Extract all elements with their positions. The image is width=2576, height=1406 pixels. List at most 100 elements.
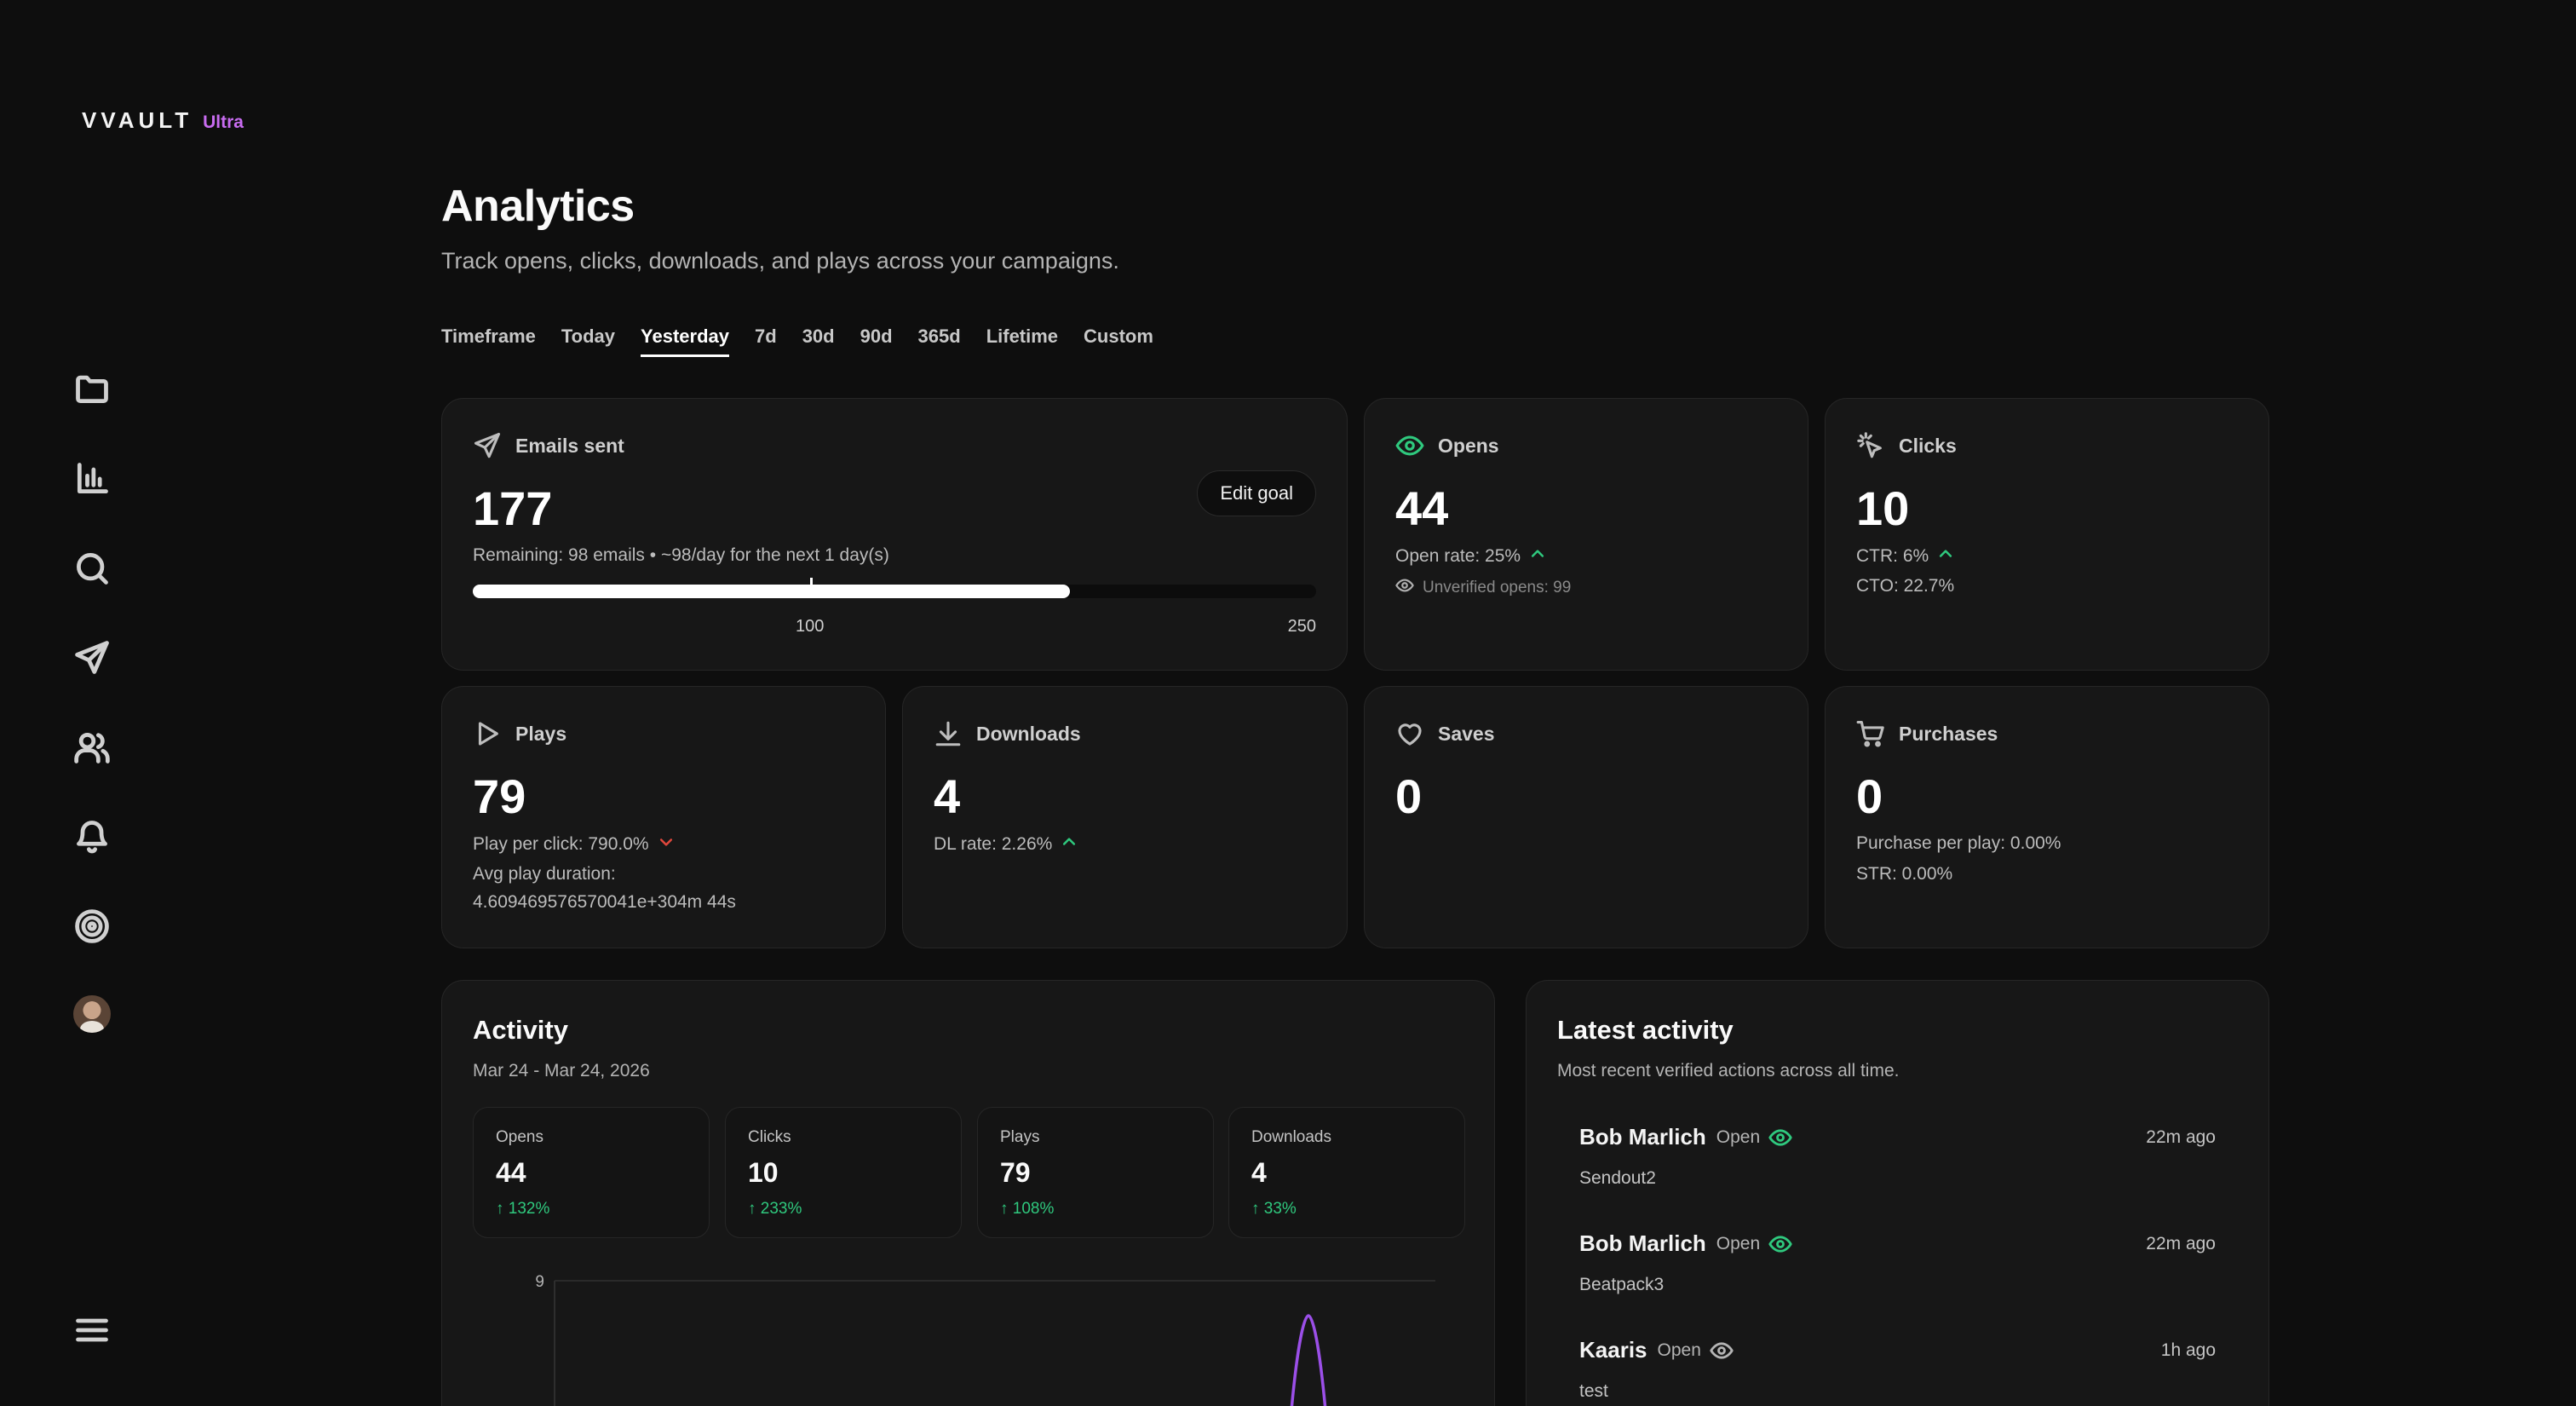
chevron-up-icon: [1937, 545, 1954, 568]
tab-365d[interactable]: 365d: [917, 326, 961, 347]
contact-name: Bob Marlich: [1579, 1230, 1706, 1256]
activity-chart: 9: [535, 1273, 1435, 1406]
chart-series-line: [1290, 1314, 1327, 1406]
goal-progress-bar: [473, 578, 1316, 598]
activity-date-range: Mar 24 - Mar 24, 2026: [473, 1061, 650, 1080]
latest-activity-panel: Latest activity Most recent verified act…: [1526, 980, 2269, 1406]
avatar[interactable]: [73, 995, 111, 1033]
tab-yesterday[interactable]: Yesterday: [641, 326, 729, 357]
dl-rate-line: DL rate: 2.26%: [934, 833, 1078, 856]
emails-sent-card: Emails sent 177 Edit goal Remaining: 98 …: [441, 398, 1348, 671]
menu-icon[interactable]: [72, 1310, 112, 1351]
purchases-label: Purchases: [1899, 722, 1998, 745]
purchase-per-play-text: Purchase per play: 0.00%: [1856, 833, 2061, 853]
list-item[interactable]: Bob Marlich Open 22m ago Beatpack3: [1579, 1230, 2216, 1294]
activity-panel: Activity Mar 24 - Mar 24, 2026 Opens 44 …: [441, 980, 1495, 1406]
opens-value: 44: [1395, 481, 1449, 535]
eye-icon: [1768, 1232, 1792, 1256]
avg-play-duration-value: 4.609469576570041e+304m 44s: [473, 892, 736, 912]
activity-title: Activity: [473, 1015, 568, 1045]
metric-label: Clicks: [748, 1128, 791, 1146]
emails-sent-header: Emails sent: [473, 431, 624, 460]
send-icon[interactable]: [72, 637, 112, 678]
bell-icon[interactable]: [72, 816, 112, 857]
opens-card: Opens 44 Open rate: 25% Unverified opens…: [1364, 398, 1808, 671]
edit-goal-button[interactable]: Edit goal: [1197, 470, 1316, 516]
activity-metric-clicks: Clicks 10 ↑ 233%: [725, 1107, 962, 1238]
timeframe-tabs: Timeframe Today Yesterday 7d 30d 90d 365…: [441, 326, 1179, 357]
tab-lifetime[interactable]: Lifetime: [986, 326, 1059, 347]
open-rate-text: Open rate: 25%: [1395, 546, 1521, 566]
downloads-value: 4: [934, 769, 961, 823]
emails-sent-value: 177: [473, 481, 553, 535]
list-item[interactable]: Bob Marlich Open 22m ago Sendout2: [1579, 1124, 2216, 1188]
metric-delta: ↑ 33%: [1251, 1200, 1297, 1218]
plays-card: Plays 79 Play per click: 790.0% Avg play…: [441, 686, 886, 948]
saves-card: Saves 0: [1364, 686, 1808, 948]
metric-value: 44: [496, 1157, 526, 1188]
search-icon[interactable]: [72, 548, 112, 589]
str-text: STR: 0.00%: [1856, 864, 1953, 884]
activity-action: Open: [1657, 1340, 1701, 1360]
tab-7d[interactable]: 7d: [755, 326, 777, 347]
progress-marker-label: 100: [796, 617, 825, 636]
plays-header: Plays: [473, 719, 566, 748]
activity-row-header: Kaaris Open: [1579, 1337, 2216, 1363]
saves-value: 0: [1395, 769, 1423, 823]
purchases-card: Purchases 0 Purchase per play: 0.00% STR…: [1825, 686, 2269, 948]
play-per-click-text: Play per click: 790.0%: [473, 834, 649, 854]
logo-text: VVAULT: [82, 107, 193, 133]
metric-value: 79: [1000, 1157, 1031, 1188]
tab-custom[interactable]: Custom: [1084, 326, 1153, 347]
activity-row-header: Bob Marlich Open: [1579, 1230, 2216, 1257]
activity-metric-downloads: Downloads 4 ↑ 33%: [1228, 1107, 1465, 1238]
clicks-value: 10: [1856, 481, 1910, 535]
open-rate-line: Open rate: 25%: [1395, 545, 1546, 568]
plan-badge: Ultra: [203, 112, 244, 132]
activity-item: test: [1579, 1381, 1608, 1401]
timeframe-label: Timeframe: [441, 326, 536, 347]
tab-90d[interactable]: 90d: [860, 326, 893, 347]
page-subtitle: Track opens, clicks, downloads, and play…: [441, 248, 1119, 274]
activity-time: 1h ago: [2160, 1340, 2216, 1360]
folder-icon[interactable]: [72, 368, 112, 409]
chevron-up-icon: [1529, 545, 1546, 568]
clicks-label: Clicks: [1899, 434, 1957, 457]
users-icon[interactable]: [72, 727, 112, 768]
activity-metric-plays: Plays 79 ↑ 108%: [977, 1107, 1214, 1238]
logo[interactable]: VVAULT Ultra: [82, 107, 244, 134]
latest-activity-title: Latest activity: [1557, 1015, 1734, 1045]
emails-remaining-text: Remaining: 98 emails • ~98/day for the n…: [473, 545, 889, 565]
y-tick-label: 9: [535, 1273, 544, 1291]
saves-header: Saves: [1395, 719, 1495, 748]
eye-icon: [1768, 1126, 1792, 1150]
shopping-cart-icon: [1856, 720, 1884, 747]
activity-item: Sendout2: [1579, 1168, 1656, 1188]
eye-icon: [1710, 1339, 1734, 1363]
bar-chart-icon[interactable]: [72, 458, 112, 499]
cto-text: CTO: 22.7%: [1856, 576, 1955, 596]
tab-today[interactable]: Today: [561, 326, 616, 347]
opens-header: Opens: [1395, 431, 1499, 460]
contact-name: Bob Marlich: [1579, 1124, 1706, 1150]
metric-delta: ↑ 233%: [748, 1200, 802, 1218]
tab-30d[interactable]: 30d: [802, 326, 835, 347]
target-icon[interactable]: [72, 906, 112, 947]
purchases-value: 0: [1856, 769, 1883, 823]
avg-play-duration-label: Avg play duration:: [473, 864, 616, 884]
metric-delta: ↑ 132%: [496, 1200, 550, 1218]
play-icon: [478, 722, 498, 746]
metric-label: Plays: [1000, 1128, 1040, 1146]
metric-value: 4: [1251, 1157, 1267, 1188]
activity-action: Open: [1716, 1233, 1761, 1253]
list-item[interactable]: Kaaris Open 1h ago test: [1579, 1337, 2216, 1401]
downloads-card: Downloads 4 DL rate: 2.26%: [902, 686, 1348, 948]
latest-activity-subtitle: Most recent verified actions across all …: [1557, 1061, 1900, 1080]
metric-delta: ↑ 108%: [1000, 1200, 1055, 1218]
unverified-opens-line: Unverified opens: 99: [1395, 576, 1571, 600]
contact-name: Kaaris: [1579, 1337, 1647, 1363]
clicks-card: Clicks 10 CTR: 6% CTO: 22.7%: [1825, 398, 2269, 671]
activity-action: Open: [1716, 1127, 1761, 1147]
downloads-label: Downloads: [976, 722, 1081, 745]
metric-label: Opens: [496, 1128, 543, 1146]
